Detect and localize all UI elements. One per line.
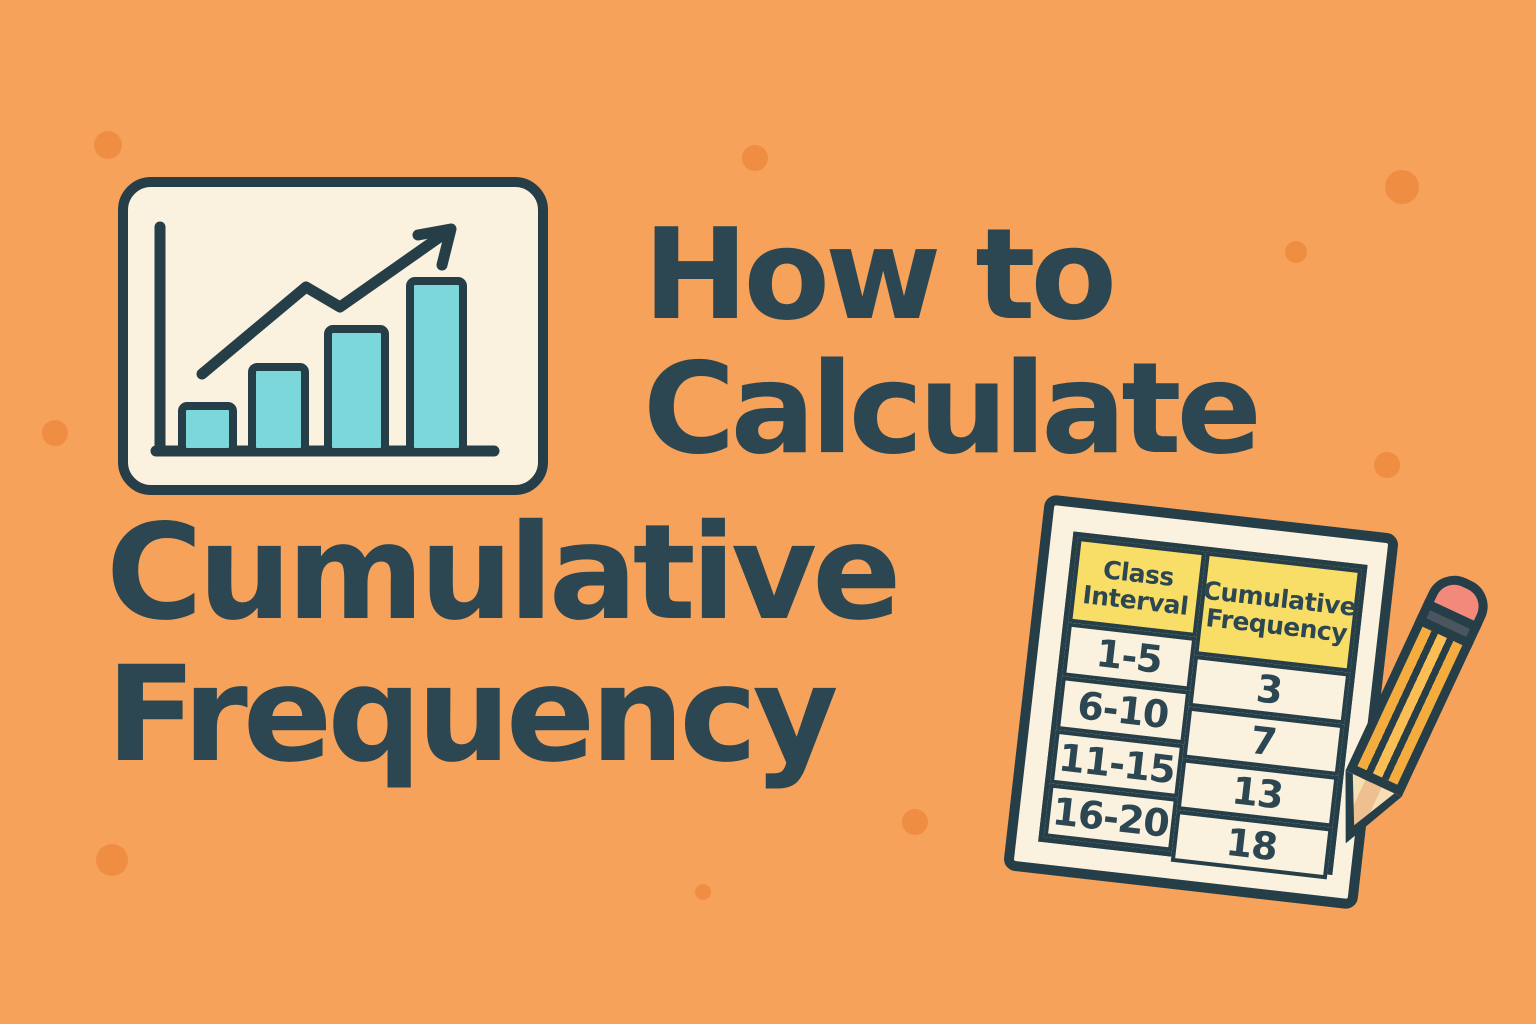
background-dot (695, 884, 711, 900)
background-dot (902, 809, 928, 835)
background-dot (42, 420, 68, 446)
title-line-2: Calculate (643, 335, 1262, 482)
background-dot (94, 131, 122, 159)
page-title: How to Calculate (643, 201, 1262, 482)
bar-chart-icon (118, 177, 548, 495)
background-dot (1385, 170, 1419, 204)
trend-line (196, 228, 450, 380)
background-dot (1285, 241, 1307, 263)
frequency-table-card: Class Interval 1-5 6-10 11-15 16-20 Cumu… (1002, 494, 1400, 910)
bar-2 (248, 363, 309, 456)
bar-3 (324, 325, 389, 456)
trend-arrowhead-icon (412, 223, 457, 271)
background-dot (1374, 452, 1400, 478)
bar-1 (178, 402, 237, 456)
background-dot (742, 145, 768, 171)
frequency-table: Class Interval 1-5 6-10 11-15 16-20 Cumu… (1038, 531, 1368, 880)
table-header-class-interval: Class Interval (1068, 537, 1206, 638)
bar-4 (406, 277, 467, 456)
title-line-1: How to (643, 201, 1117, 348)
table-header-cumulative-frequency: Cumulative Frequency (1193, 551, 1363, 673)
background-dot (96, 844, 128, 876)
subtitle-line-2: Frequency (106, 638, 839, 792)
page-subtitle: Cumulative Frequency (106, 496, 902, 792)
subtitle-line-1: Cumulative (106, 496, 902, 650)
bar-chart-svg (118, 177, 548, 495)
